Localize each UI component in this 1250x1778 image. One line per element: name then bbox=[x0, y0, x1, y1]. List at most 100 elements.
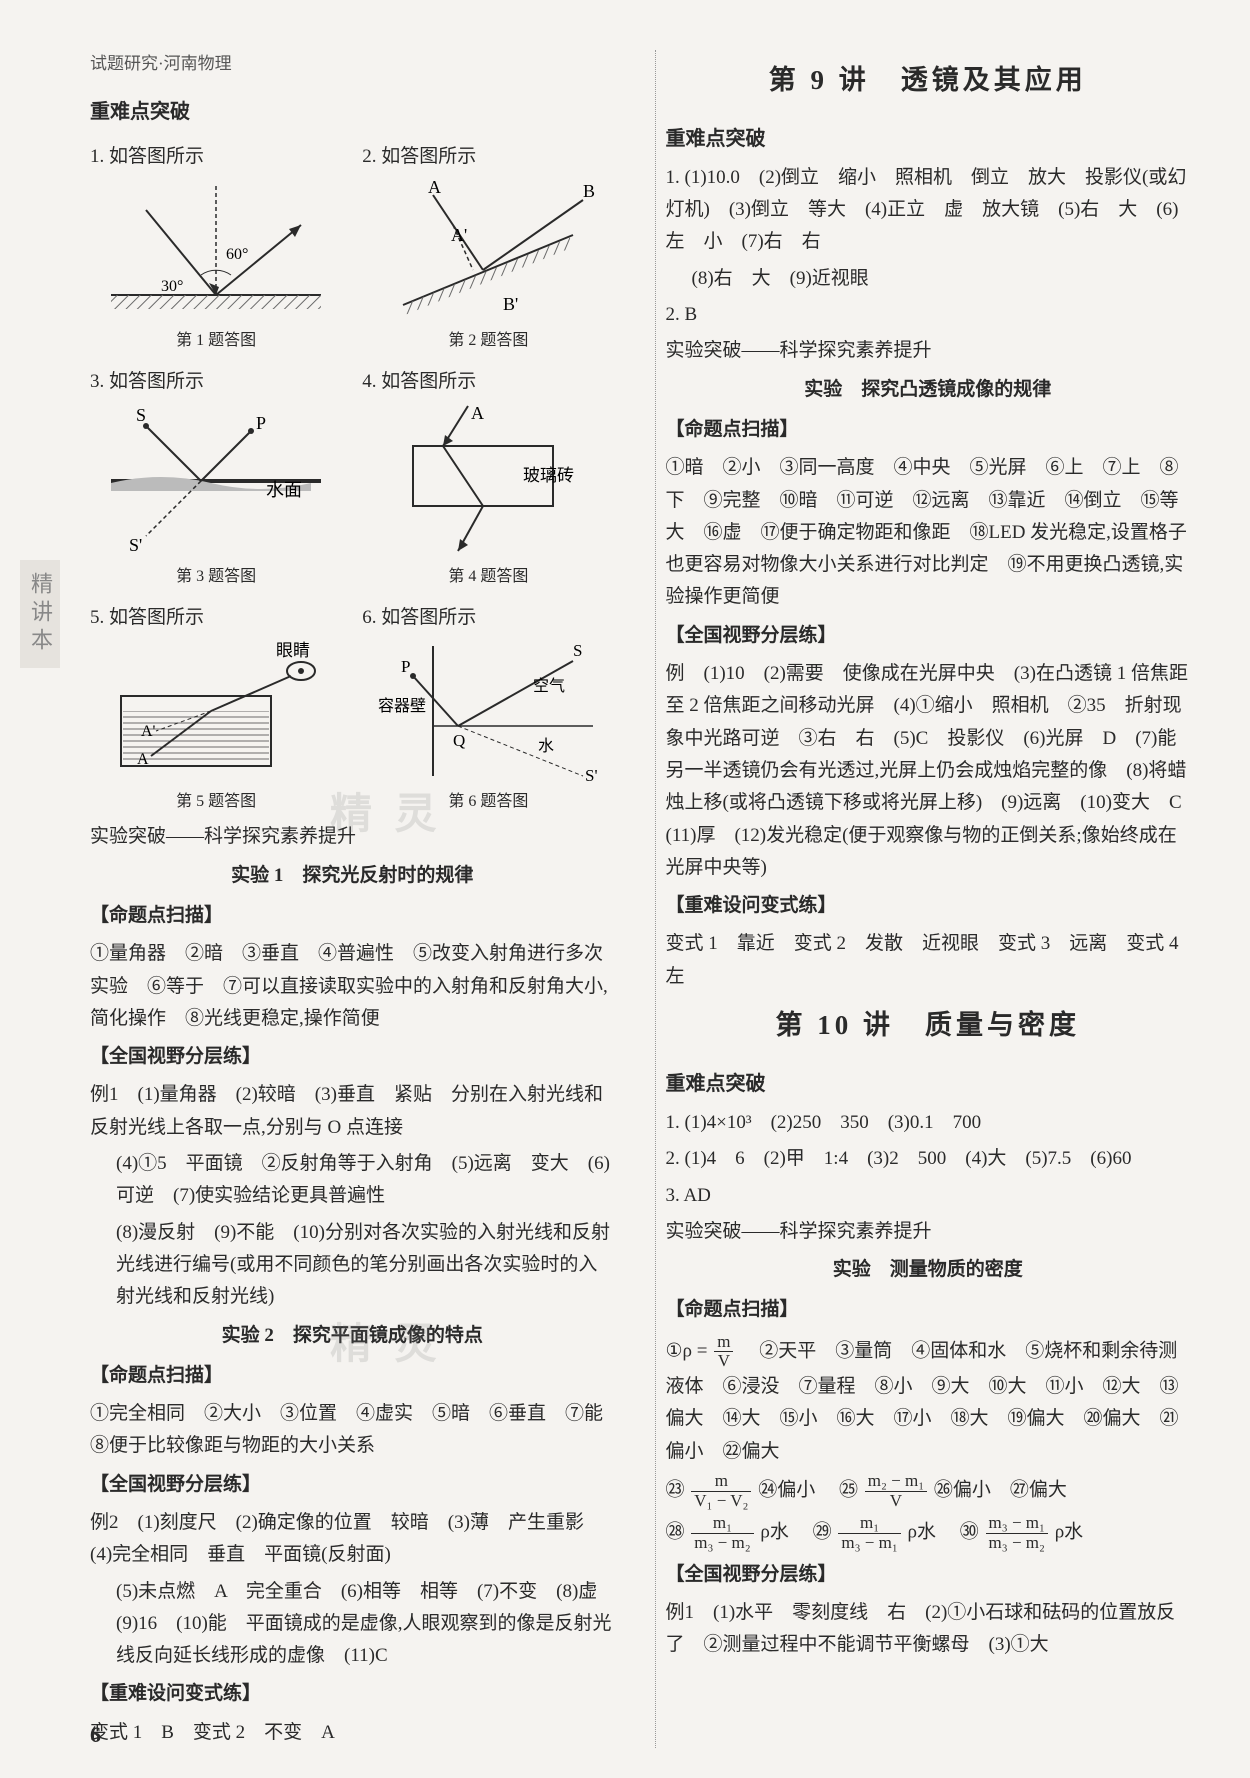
d3-S: S bbox=[136, 405, 146, 425]
q1-label: 1. 如答图所示 bbox=[90, 141, 342, 173]
diagram-6: 6. 如答图所示 P S S' Q 容器壁 空气 水 第 6 题答图 bbox=[362, 600, 614, 815]
frac-V: V bbox=[718, 1351, 730, 1370]
diagram-4-svg: A 玻璃砖 bbox=[373, 401, 603, 561]
f29-pre: ㉙ bbox=[813, 1522, 832, 1543]
frac-29: m₁ m₃ − m₁ bbox=[838, 1514, 900, 1552]
exp2-layer-title: 【全国视野分层练】 bbox=[90, 1469, 615, 1501]
right-var: 变式 1 靠近 变式 2 发散 近视眼 变式 3 远离 变式 4 左 bbox=[666, 928, 1191, 993]
exp1-scan-title: 【命题点扫描】 bbox=[90, 900, 615, 932]
side-tab: 精讲本 bbox=[20, 560, 60, 668]
exp2-scan: ①完全相同 ②大小 ③位置 ④虚实 ⑤暗 ⑥垂直 ⑦能 ⑧便于比较像距与物距的大… bbox=[90, 1398, 615, 1463]
diagram-2: 2. 如答图所示 A B A' B' 第 2 题答图 bbox=[362, 139, 614, 354]
cap3: 第 3 题答图 bbox=[90, 563, 342, 590]
d3-Sp: S' bbox=[129, 535, 142, 555]
d5-Ap: A' bbox=[141, 723, 156, 740]
f28-num: m₁ bbox=[691, 1514, 753, 1534]
f25-pre: ㉕ bbox=[839, 1480, 858, 1501]
exp1-layer-title: 【全国视野分层练】 bbox=[90, 1041, 615, 1073]
diagram-row-3: 5. 如答图所示 眼睛 A A' 第 5 题答图 bbox=[90, 600, 615, 815]
page-number: 6 bbox=[90, 1722, 101, 1748]
frac-25: m₂ − m₁ V bbox=[865, 1472, 927, 1510]
left-subtitle-1: 重难点突破 bbox=[90, 95, 615, 129]
cap6: 第 6 题答图 bbox=[362, 788, 614, 815]
cap4: 第 4 题答图 bbox=[362, 563, 614, 590]
d6-P: P bbox=[401, 657, 410, 676]
frac-m: m bbox=[714, 1333, 733, 1353]
right-column: 第 9 讲 透镜及其应用 重难点突破 1. (1)10.0 (2)倒立 缩小 照… bbox=[655, 50, 1191, 1748]
frac-rho: m V bbox=[714, 1333, 733, 1371]
exp2-ex2-b: (5)未点燃 A 完全重合 (6)相等 相等 (7)不变 (8)虚 (9)16 … bbox=[90, 1576, 615, 1673]
exp2-title: 实验 2 探究平面镜成像的特点 bbox=[90, 1320, 615, 1352]
r10-2: 2. (1)4 6 (2)甲 1:4 (3)2 500 (4)大 (5)7.5 … bbox=[666, 1143, 1191, 1175]
exp1-scan: ①量角器 ②暗 ③垂直 ④普遍性 ⑤改变入射角进行多次实验 ⑥等于 ⑦可以直接读… bbox=[90, 938, 615, 1035]
diagram-5: 5. 如答图所示 眼睛 A A' 第 5 题答图 bbox=[90, 600, 342, 815]
f23-den: V₁ − V₂ bbox=[691, 1492, 751, 1511]
r10-1: 1. (1)4×10³ (2)250 350 (3)0.1 700 bbox=[666, 1107, 1191, 1139]
d2-B: B bbox=[583, 181, 595, 201]
q5-label: 5. 如答图所示 bbox=[90, 602, 342, 634]
diagram-3: 3. 如答图所示 S P S' 水面 第 3 题答图 bbox=[90, 364, 342, 589]
f30-pre: ㉚ bbox=[960, 1522, 979, 1543]
d2-A: A bbox=[428, 177, 441, 197]
exp1-title: 实验 1 探究光反射时的规律 bbox=[90, 860, 615, 892]
d5-A: A bbox=[137, 751, 149, 768]
cap2: 第 2 题答图 bbox=[362, 327, 614, 354]
d4-A: A bbox=[471, 403, 484, 423]
right-var-title: 【重难设问变式练】 bbox=[666, 890, 1191, 922]
diagram-3-svg: S P S' 水面 bbox=[101, 401, 331, 561]
diagram-2-svg: A B A' B' bbox=[373, 175, 603, 325]
layer10-title: 【全国视野分层练】 bbox=[666, 1559, 1191, 1591]
right-layer-title: 【全国视野分层练】 bbox=[666, 620, 1191, 652]
exp1-ex1-b: (4)①5 平面镜 ②反射角等于入射角 (5)远离 变大 (6)可逆 (7)使实… bbox=[90, 1148, 615, 1213]
d6-S: S bbox=[573, 641, 582, 660]
right-scan-title: 【命题点扫描】 bbox=[666, 414, 1191, 446]
scan10-line1: ①ρ = m V ②天平 ③量筒 ④固体和水 ⑤烧杯和剩余待测液体 ⑥浸没 ⑦量… bbox=[666, 1333, 1191, 1468]
d1-angle30: 30° bbox=[161, 278, 183, 295]
right-sub1: 重难点突破 bbox=[666, 122, 1191, 156]
d6-Sp: S' bbox=[585, 766, 598, 785]
d6-wall: 容器壁 bbox=[378, 696, 426, 715]
left-column: 试题研究·河南物理 重难点突破 1. 如答图所示 bbox=[90, 50, 625, 1748]
exp2-scan-title: 【命题点扫描】 bbox=[90, 1360, 615, 1392]
exp1-ex1-c: (8)漫反射 (9)不能 (10)分别对各次实验的入射光线和反射光线进行编号(或… bbox=[90, 1217, 615, 1314]
d2-Bp: B' bbox=[503, 294, 518, 314]
f29-suf: ρ水 bbox=[908, 1522, 955, 1543]
diagram-1: 1. 如答图所示 60° 30° bbox=[90, 139, 342, 354]
scan10-pre: ①ρ = bbox=[666, 1340, 713, 1361]
q3-label: 3. 如答图所示 bbox=[90, 366, 342, 398]
f23-num: m bbox=[691, 1472, 751, 1492]
diagram-6-svg: P S S' Q 容器壁 空气 水 bbox=[373, 636, 603, 786]
d6-Q: Q bbox=[453, 731, 465, 750]
ex10: 例1 (1)水平 零刻度线 右 (2)①小石球和砝码的位置放反了 ②测量过程中不… bbox=[666, 1597, 1191, 1662]
f28-suf: ρ水 bbox=[760, 1522, 807, 1543]
frac-30: m₃ − m₁ m₃ − m₂ bbox=[986, 1514, 1048, 1552]
f25-num: m₂ − m₁ bbox=[865, 1472, 927, 1492]
exp10-title: 实验 测量物质的密度 bbox=[666, 1254, 1191, 1286]
scan10-post: ②天平 ③量筒 ④固体和水 ⑤烧杯和剩余待测液体 ⑥浸没 ⑦量程 ⑧小 ⑨大 ⑩… bbox=[666, 1340, 1179, 1461]
scan10-line3: ㉘ m₁ m₃ − m₂ ρ水 ㉙ m₁ m₃ − m₁ ρ水 ㉚ m₃ − m… bbox=[666, 1514, 1191, 1552]
scan10-line2: ㉓ m V₁ − V₂ ㉔偏小 ㉕ m₂ − m₁ V ㉖偏小 ㉗偏大 bbox=[666, 1472, 1191, 1510]
diagram-1-svg: 60° 30° bbox=[101, 175, 331, 325]
r1-b: (8)右 大 (9)近视眼 bbox=[666, 263, 1191, 295]
diagram-4: 4. 如答图所示 A 玻璃砖 第 4 题答图 bbox=[362, 364, 614, 589]
right-scan-a: ①暗 ②小 ③同一高度 ④中央 ⑤光屏 ⑥上 ⑦上 ⑧下 ⑨完整 ⑩暗 ⑪可逆 … bbox=[666, 452, 1191, 613]
right-exp-break: 实验突破——科学探究素养提升 bbox=[666, 335, 1191, 367]
d2-Ap: A' bbox=[451, 225, 467, 245]
exp1-ex1-a: 例1 (1)量角器 (2)较暗 (3)垂直 紧贴 分别在入射光线和反射光线上各取… bbox=[90, 1079, 615, 1144]
exp2-ex2-a: 例2 (1)刻度尺 (2)确定像的位置 较暗 (3)薄 产生重影 (4)完全相同… bbox=[90, 1507, 615, 1572]
right-sub2: 重难点突破 bbox=[666, 1067, 1191, 1101]
d3-water: 水面 bbox=[266, 480, 302, 500]
exp2-var: 变式 1 B 变式 2 不变 A bbox=[90, 1717, 615, 1749]
running-head: 试题研究·河南物理 bbox=[90, 50, 615, 79]
diagram-row-2: 3. 如答图所示 S P S' 水面 第 3 题答图 4. 如答图所示 bbox=[90, 364, 615, 589]
diagram-5-svg: 眼睛 A A' bbox=[101, 636, 331, 786]
f23-pre: ㉓ bbox=[666, 1480, 685, 1501]
right-exp-title: 实验 探究凸透镜成像的规律 bbox=[666, 374, 1191, 406]
right-ex-a: 例 (1)10 (2)需要 使像成在光屏中央 (3)在凸透镜 1 倍焦距至 2 … bbox=[666, 658, 1191, 884]
f29-num: m₁ bbox=[838, 1514, 900, 1534]
d1-angle60: 60° bbox=[226, 246, 248, 263]
cap1: 第 1 题答图 bbox=[90, 327, 342, 354]
d6-air: 空气 bbox=[533, 677, 565, 695]
f28-pre: ㉘ bbox=[666, 1522, 685, 1543]
frac-23: m V₁ − V₂ bbox=[691, 1472, 751, 1510]
